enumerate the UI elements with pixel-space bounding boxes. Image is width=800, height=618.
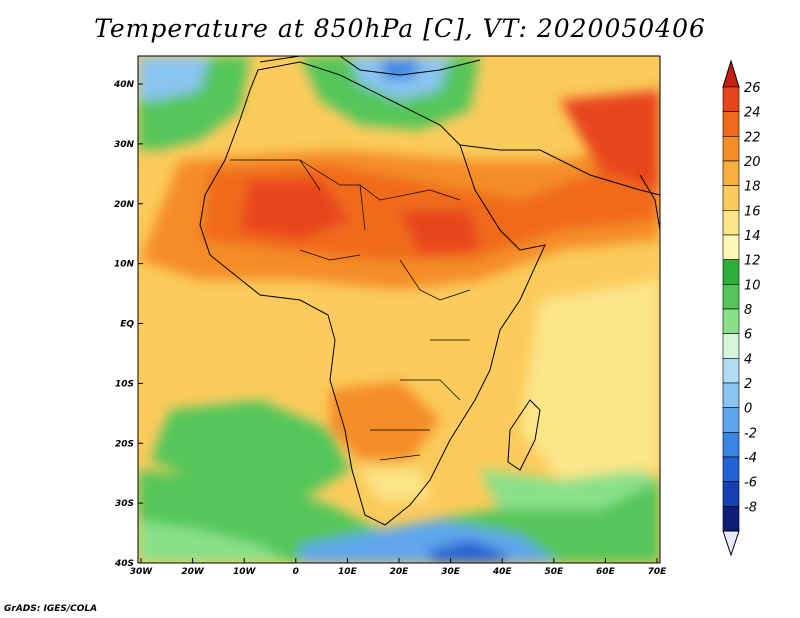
colorbar-segment	[722, 210, 740, 236]
colorbar-label: 20	[744, 155, 761, 170]
colorbar-segment	[722, 456, 740, 482]
south-africa-mild	[360, 470, 430, 500]
lat-tick-label: EQ	[120, 320, 134, 330]
colorbar-label: 16	[744, 204, 761, 219]
colorbar-segment	[722, 407, 740, 433]
lon-tick-label: 50E	[544, 567, 564, 577]
india-coastline	[639, 174, 660, 231]
arabia-coastline	[459, 144, 660, 196]
lat-tick-label: 40S	[114, 559, 134, 569]
lon-tick-label: 60E	[596, 567, 616, 577]
africa-coastline	[199, 61, 546, 526]
colorbar-label: 18	[744, 180, 761, 195]
lon-tick-label: 70E	[648, 567, 668, 577]
colorbar-segment	[722, 358, 740, 384]
lat-tick-label: 10S	[115, 379, 134, 389]
colorbar-label: -4	[744, 451, 757, 466]
lon-tick-label: 0	[293, 567, 299, 577]
lon-tick-label: 10W	[233, 567, 257, 577]
west-sahel-hottest	[240, 180, 350, 240]
lat-tick-label: 40N	[113, 80, 135, 90]
colorbar-label: -2	[744, 426, 757, 441]
country-borders	[230, 159, 471, 461]
colorbar-segment	[722, 234, 740, 260]
lon-tick-label: 20E	[390, 567, 410, 577]
colorbar-label: 0	[744, 402, 752, 417]
lon-tick-label: 40E	[492, 567, 513, 577]
colorbar-label: 26	[744, 81, 761, 96]
colorbar-segment	[722, 259, 740, 285]
lat-tick-label: 10N	[114, 260, 135, 270]
colorbar-segment	[722, 111, 740, 137]
colorbar-label: 14	[744, 229, 761, 244]
colorbar-label: 2	[744, 377, 752, 392]
europe-coldest	[380, 60, 420, 80]
lat-tick-label: 20S	[115, 439, 134, 449]
lon-tick-label: 30W	[130, 567, 154, 577]
map-title: Temperature at 850hPa [C], VT: 202005040…	[94, 14, 706, 43]
lat-tick-label: 20N	[114, 200, 135, 210]
north-atlantic-colder	[138, 56, 210, 100]
colorbar-segment	[722, 86, 740, 112]
colorbar-segment	[722, 432, 740, 458]
sudan-hottest	[400, 210, 480, 255]
colorbar-label: 22	[744, 130, 761, 145]
colorbar-label: 10	[744, 278, 761, 293]
colorbar-label: -8	[744, 500, 757, 515]
colorbar-top-arrow	[722, 59, 740, 88]
axis-ticks: 30W 20W 10W 0 10E 20E 30E 40E 50E 60E 70E 40N 30N 20N…	[113, 80, 667, 577]
colorbar-segment	[722, 160, 740, 186]
arabia-hottest	[560, 90, 660, 190]
colorbar-label: 4	[744, 352, 752, 367]
lat-tick-label: 30N	[114, 140, 135, 150]
coastlines	[199, 56, 660, 526]
colorbar-bottom-arrow	[722, 530, 740, 557]
temperature-field	[138, 56, 660, 563]
colorbar-segment	[722, 284, 740, 310]
colorbar-label: -6	[744, 476, 757, 491]
colorbar-segment	[722, 308, 740, 334]
colorbar-segment	[722, 333, 740, 359]
colorbar-segment	[722, 185, 740, 211]
colorbar-segment	[722, 382, 740, 408]
colorbar-label: 12	[744, 254, 761, 269]
colorbar-label: 24	[744, 106, 761, 121]
southern-ocean-deep	[430, 540, 510, 563]
lon-tick-label: 20W	[181, 567, 205, 577]
lon-tick-label: 10E	[338, 567, 358, 577]
madagascar-coastline	[507, 399, 541, 471]
colorbar-label: 6	[744, 328, 752, 343]
congo-basin	[330, 290, 460, 380]
lat-tick-label: 30S	[115, 499, 134, 509]
lon-tick-label: 30E	[441, 567, 461, 577]
colorbar-segment	[722, 506, 740, 532]
indian-ocean-mild	[520, 280, 660, 480]
grads-credit: GrADS: IGES/COLA	[4, 604, 98, 614]
colorbar-segment	[722, 481, 740, 507]
colorbar-label: 8	[744, 303, 752, 318]
south-atlantic-cool	[150, 400, 350, 500]
southwest-ocean-light	[138, 520, 290, 563]
southern-africa-warm	[330, 380, 440, 460]
europe-coastline	[259, 56, 481, 76]
colorbar-segment	[722, 136, 740, 162]
indian-ocean-south-cool	[480, 470, 660, 510]
